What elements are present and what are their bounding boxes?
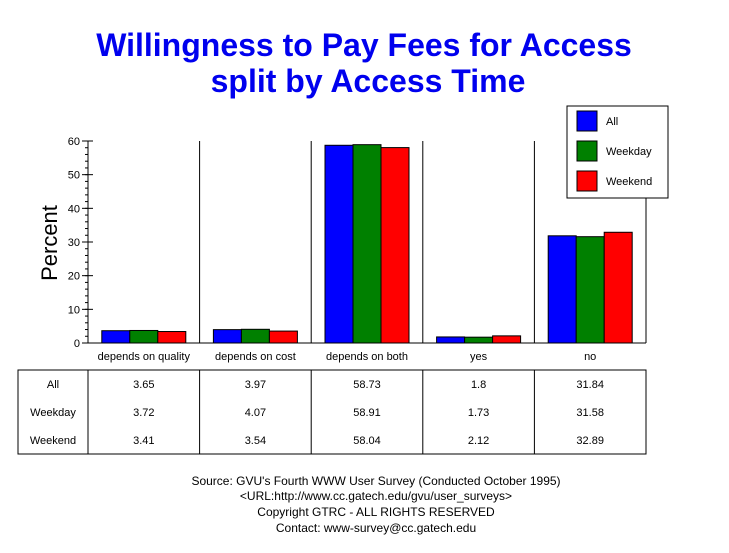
legend-swatch	[576, 110, 598, 132]
bar-weekend-2	[380, 147, 410, 344]
bar-all-2	[324, 144, 354, 344]
bar-all-4	[547, 235, 577, 344]
x-tick-label: no	[584, 351, 596, 363]
legend-label: Weekend	[606, 176, 652, 188]
bar-weekday-0	[129, 329, 159, 344]
bar-all-3	[436, 336, 466, 344]
table-cell: 32.89	[576, 435, 604, 447]
chart-title-line-2: split by Access Time	[211, 63, 526, 99]
data-table: All 3.65 3.97 58.73 1.8 31.84 Weekday 3.72 4.07 5…	[17, 369, 647, 455]
y-tick-label: 60	[68, 136, 80, 148]
bar-weekday-4	[575, 236, 605, 344]
table-cell: 3.97	[245, 379, 266, 391]
table-row-header: Weekday	[30, 407, 76, 419]
footer-contact: Contact: www-survey@cc.gatech.edu	[276, 521, 476, 535]
legend: All Weekday Weekend	[566, 105, 669, 199]
y-tick-label: 40	[68, 203, 80, 215]
footer-url: <URL:http://www.cc.gatech.edu/gvu/user_s…	[240, 489, 512, 503]
legend-swatch	[576, 140, 598, 162]
bar-weekend-4	[603, 231, 633, 344]
table-border	[17, 369, 647, 455]
bar-weekend-0	[157, 331, 187, 344]
y-tick-label: 50	[68, 170, 80, 182]
table-cell: 3.72	[133, 407, 154, 419]
chart-title-line-1: Willingness to Pay Fees for Access	[96, 27, 632, 63]
bar-weekend-3	[492, 335, 522, 344]
y-tick-label: 20	[68, 271, 80, 283]
y-axis-label: Percent	[37, 205, 62, 281]
table-row-header: Weekend	[30, 435, 76, 447]
bar-weekday-1	[240, 328, 270, 344]
table-cell: 3.41	[133, 435, 154, 447]
table-cell: 58.91	[353, 407, 381, 419]
y-tick-label: 10	[68, 304, 80, 316]
table-cell: 1.73	[468, 407, 489, 419]
bar-weekday-3	[464, 336, 494, 344]
legend-label: Weekday	[606, 146, 652, 158]
table-cell: 58.04	[353, 435, 381, 447]
bar-all-0	[101, 330, 131, 344]
table-cell: 3.65	[133, 379, 154, 391]
table-cell: 58.73	[353, 379, 381, 391]
table-cell: 2.12	[468, 435, 489, 447]
table-cell: 4.07	[245, 407, 266, 419]
table-row-header: All	[47, 379, 59, 391]
x-tick-label: depends on quality	[98, 351, 191, 363]
x-tick-label: yes	[470, 351, 488, 363]
footer-source: Source: GVU's Fourth WWW User Survey (Co…	[191, 474, 560, 488]
bar-weekday-2	[352, 144, 382, 344]
y-tick-label: 30	[68, 237, 80, 249]
legend-label: All	[606, 116, 618, 128]
plot-area: 0 10 20 30 40 50 60 depends on quality depends o…	[68, 136, 647, 363]
x-tick-label: depends on both	[326, 351, 408, 363]
table-cell: 31.84	[576, 379, 604, 391]
footer-copyright: Copyright GTRC - ALL RIGHTS RESERVED	[257, 505, 495, 519]
table-cell: 1.8	[471, 379, 486, 391]
legend-swatch	[576, 170, 598, 192]
table-cell: 31.58	[576, 407, 604, 419]
x-tick-label: depends on cost	[215, 351, 296, 363]
bar-all-1	[212, 329, 242, 344]
table-cell: 3.54	[245, 435, 266, 447]
bar-weekend-1	[268, 330, 298, 344]
y-tick-label: 0	[74, 338, 80, 350]
